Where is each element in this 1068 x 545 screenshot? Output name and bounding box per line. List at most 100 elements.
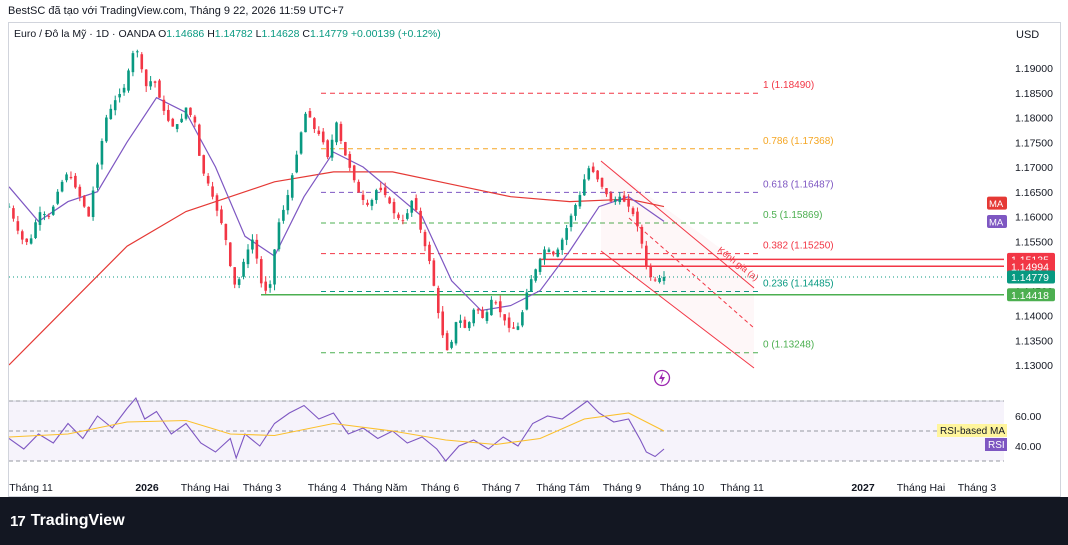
lightning-icon — [659, 372, 665, 384]
candle-body — [525, 292, 529, 310]
candle-body — [587, 168, 591, 180]
candle-body — [233, 267, 237, 285]
candle-body — [556, 249, 560, 257]
candle-body — [91, 190, 95, 218]
time-axis-tick: Tháng 4 — [308, 482, 347, 494]
candle-body — [516, 326, 520, 330]
candle-body — [198, 124, 201, 156]
candle-body — [463, 319, 467, 328]
candle-body — [596, 170, 599, 180]
candle-body — [640, 226, 644, 244]
brand-name: TradingView — [30, 512, 125, 529]
candle-body — [578, 195, 582, 207]
candle-body — [56, 191, 59, 204]
candle-body — [472, 309, 475, 324]
candle-body — [414, 198, 418, 210]
candle-body — [87, 206, 90, 217]
candle-body — [237, 279, 241, 285]
candle-body — [503, 314, 506, 321]
candle-body — [158, 80, 161, 98]
candle-body — [189, 107, 192, 116]
candle-body — [20, 231, 24, 240]
candle-body — [631, 208, 635, 215]
rsi-ma-label: RSI-based MA — [940, 426, 1005, 437]
candle-body — [410, 200, 414, 213]
candle-body — [206, 175, 210, 184]
time-axis-tick: Tháng 3 — [958, 482, 997, 494]
candle-body — [144, 69, 148, 87]
candle-body — [583, 179, 586, 196]
candle-body — [224, 223, 228, 241]
time-axis-tick: Tháng Năm — [353, 482, 408, 494]
candle-body — [321, 131, 325, 143]
footer-bar: 17 TradingView — [0, 497, 1068, 545]
candle-body — [494, 302, 498, 304]
candle-body — [339, 123, 343, 142]
ma-badge — [987, 196, 1007, 210]
candle-body — [242, 261, 245, 277]
time-axis-tick: Tháng 10 — [660, 482, 705, 494]
close-value: 1.14779 — [310, 28, 348, 40]
candle-body — [127, 70, 130, 91]
candle-body — [255, 239, 259, 259]
candle-body — [552, 251, 555, 255]
candle-body — [65, 174, 68, 181]
ma-badge-text: MA — [989, 217, 1004, 228]
time-axis-tick: 2026 — [135, 482, 159, 494]
candle-body — [401, 220, 405, 222]
candle-body — [113, 100, 117, 111]
candle-body — [29, 238, 33, 244]
time-axis-tick: Tháng 11 — [720, 482, 764, 494]
price-label-text: 1.14779 — [1011, 272, 1049, 284]
candle-body — [605, 188, 608, 195]
time-axis-tick: Tháng 6 — [421, 482, 460, 494]
candle-body — [618, 196, 622, 203]
ma-fast-line — [9, 96, 665, 312]
symbol-label: Euro / Đô la Mỹ · 1D · OANDA — [14, 28, 156, 40]
candle-body — [184, 107, 188, 119]
chart-header: BestSC đã tạo với TradingView.com, Tháng… — [8, 5, 344, 17]
candle-body — [560, 239, 564, 251]
currency-label[interactable]: USD — [1016, 29, 1040, 41]
rsi-label-bg — [985, 438, 1007, 451]
chart-svg[interactable]: 1.19000 1.18500 1.18000 1.17500 1.17000 1.165… — [9, 23, 1061, 497]
candle-body — [521, 312, 524, 326]
open-value: 1.14686 — [166, 28, 205, 40]
ma-slow-line — [9, 171, 665, 366]
low-label: L — [255, 28, 262, 40]
chart-frame[interactable]: 1.19000 1.18500 1.18000 1.17500 1.17000 1.165… — [8, 22, 1061, 497]
candle-body — [538, 259, 542, 272]
candle-body — [609, 192, 613, 202]
candle-body — [569, 215, 573, 228]
candle-body — [547, 249, 551, 252]
candle-body — [167, 109, 170, 121]
candle-body — [100, 141, 104, 165]
candle-body — [459, 320, 462, 324]
candle-body — [498, 301, 502, 313]
candle-body — [251, 239, 254, 250]
candle-body — [308, 111, 312, 118]
candle-body — [649, 265, 653, 278]
candle-body — [326, 140, 329, 158]
candle-body — [304, 113, 307, 133]
high-value: 1.14782 — [214, 28, 253, 40]
candle-body — [180, 118, 183, 123]
candle-body — [215, 195, 219, 211]
candle-body — [122, 87, 126, 93]
candle-body — [175, 124, 179, 130]
candle-body — [34, 222, 37, 239]
candle-body — [16, 221, 20, 231]
time-axis-tick: Tháng Hai — [897, 482, 945, 494]
candle-body — [450, 341, 453, 348]
change-value: +0.00139 (+0.12%) — [350, 28, 441, 40]
candle-body — [352, 165, 356, 181]
candle-body — [211, 186, 214, 197]
candle-body — [428, 244, 431, 262]
candle-body — [379, 187, 383, 191]
price-axis-tick: 1.15500 — [1015, 236, 1053, 248]
candle-body — [534, 269, 537, 281]
time-axis-tick: Tháng Tám — [536, 482, 590, 494]
fib-level-label: 0.786 (1.17368) — [763, 136, 834, 147]
candle-body — [591, 166, 595, 172]
tradingview-logo[interactable]: 17 TradingView — [10, 512, 125, 530]
